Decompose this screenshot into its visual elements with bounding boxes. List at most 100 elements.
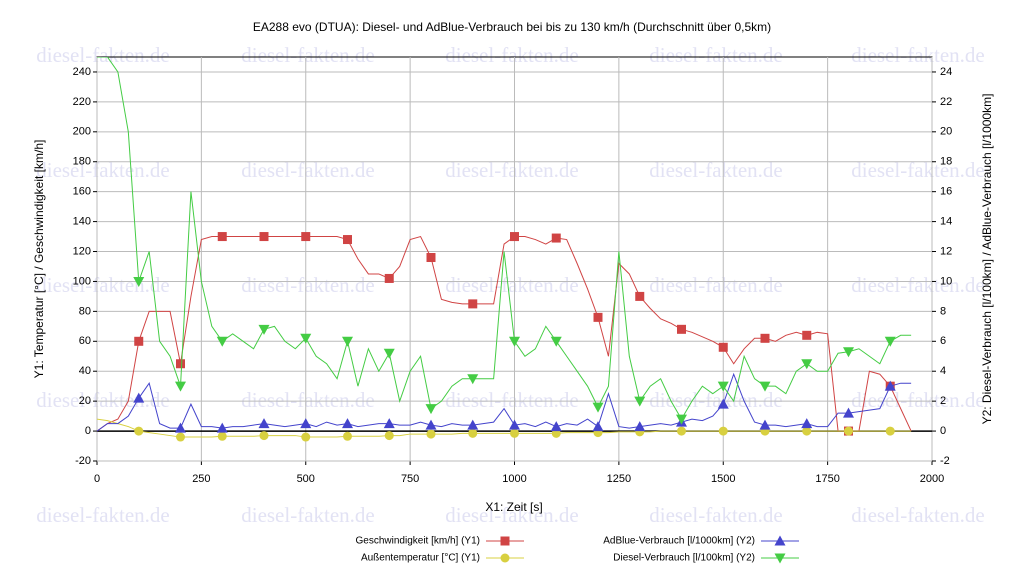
data-point bbox=[676, 414, 687, 425]
plot-series bbox=[97, 57, 912, 442]
data-point bbox=[677, 324, 686, 334]
watermark: diesel-fakten.de bbox=[445, 273, 579, 297]
watermark: diesel-fakten.de bbox=[445, 503, 579, 527]
data-point bbox=[258, 418, 270, 429]
data-point bbox=[176, 359, 185, 369]
data-point bbox=[801, 418, 813, 429]
x-tick-label: 750 bbox=[401, 473, 419, 485]
legend-marker bbox=[774, 553, 786, 564]
y2-tick-label: 16 bbox=[940, 186, 952, 198]
legend-marker bbox=[774, 535, 786, 546]
data-point bbox=[468, 299, 478, 309]
y-tick-label: 220 bbox=[73, 96, 91, 108]
watermark: diesel-fakten.de bbox=[851, 503, 985, 527]
watermark: diesel-fakten.de bbox=[445, 388, 579, 412]
y-tick-label: 20 bbox=[79, 395, 91, 407]
y-tick-label: 160 bbox=[73, 186, 91, 198]
y2-tick-label: 10 bbox=[940, 275, 952, 287]
data-point bbox=[133, 392, 145, 403]
data-point bbox=[884, 336, 896, 347]
data-point bbox=[635, 291, 645, 301]
data-point bbox=[343, 235, 352, 245]
y2-tick-label: 22 bbox=[940, 96, 952, 108]
data-point bbox=[301, 232, 311, 242]
y2-tick-label: 20 bbox=[940, 126, 952, 138]
data-point bbox=[175, 381, 186, 392]
data-point bbox=[592, 402, 604, 413]
y-tick-label: 240 bbox=[73, 66, 91, 78]
x-tick-label: 2000 bbox=[920, 473, 944, 485]
data-point bbox=[801, 359, 813, 370]
watermark: diesel-fakten.de bbox=[445, 43, 579, 67]
data-point bbox=[426, 253, 436, 263]
series-line bbox=[97, 57, 912, 421]
data-point bbox=[468, 428, 478, 438]
data-point bbox=[509, 419, 520, 430]
data-point bbox=[425, 404, 437, 415]
watermark: diesel-fakten.de bbox=[649, 273, 783, 297]
y2-tick-label: 12 bbox=[940, 245, 952, 257]
x-axis-label: X1: Zeit [s] bbox=[485, 500, 542, 514]
y-tick-label: -20 bbox=[75, 455, 91, 467]
x-tick-label: 1750 bbox=[815, 473, 839, 485]
y-tick-label: 60 bbox=[79, 335, 91, 347]
data-point bbox=[718, 426, 728, 436]
data-point bbox=[550, 421, 562, 432]
data-point bbox=[258, 324, 270, 335]
watermark: diesel-fakten.de bbox=[851, 388, 985, 412]
data-point bbox=[593, 312, 603, 322]
data-point bbox=[342, 418, 353, 429]
data-point bbox=[634, 396, 646, 407]
legend-label: Diesel-Verbrauch [l/100km] (Y2) bbox=[613, 553, 755, 564]
data-point bbox=[133, 276, 145, 287]
legend-label: AdBlue-Verbrauch [l/1000km] (Y2) bbox=[603, 536, 755, 547]
data-point bbox=[425, 419, 437, 430]
y2-tick-label: 6 bbox=[940, 335, 946, 347]
data-point bbox=[718, 342, 728, 352]
data-point bbox=[383, 418, 395, 429]
data-point bbox=[884, 380, 896, 391]
y-axis-label: Y1: Temperatur [°C] / Geschwindigkeit [k… bbox=[32, 140, 46, 379]
legend-marker bbox=[500, 553, 510, 563]
data-point bbox=[717, 398, 729, 409]
y-tick-label: 200 bbox=[73, 126, 91, 138]
y2-tick-label: 4 bbox=[940, 365, 946, 377]
x-tick-label: 1000 bbox=[502, 473, 526, 485]
data-point bbox=[217, 431, 227, 441]
data-point bbox=[843, 407, 854, 418]
data-point bbox=[343, 431, 352, 441]
watermark: diesel-fakten.de bbox=[36, 388, 170, 412]
data-point bbox=[760, 333, 770, 343]
data-point bbox=[510, 232, 519, 242]
y2-tick-label: 8 bbox=[940, 305, 946, 317]
series-line bbox=[97, 235, 912, 432]
data-point bbox=[426, 429, 436, 439]
y-tick-label: 120 bbox=[73, 245, 91, 257]
data-point bbox=[384, 431, 394, 441]
watermark: diesel-fakten.de bbox=[241, 388, 375, 412]
data-point bbox=[301, 432, 311, 442]
y2-tick-label: 0 bbox=[940, 425, 946, 437]
watermark: diesel-fakten.de bbox=[241, 273, 375, 297]
y2-tick-label: 18 bbox=[940, 156, 952, 168]
x-tick-label: 0 bbox=[94, 473, 100, 485]
data-point bbox=[342, 336, 353, 347]
data-point bbox=[467, 419, 479, 430]
data-point bbox=[843, 347, 854, 358]
data-point bbox=[300, 333, 312, 344]
y2-tick-label: -2 bbox=[940, 455, 950, 467]
data-point bbox=[217, 232, 227, 242]
y2-tick-label: 24 bbox=[940, 66, 952, 78]
watermark: diesel-fakten.de bbox=[851, 43, 985, 67]
data-point bbox=[550, 336, 562, 347]
series-line bbox=[97, 372, 912, 432]
x-tick-label: 1250 bbox=[607, 473, 631, 485]
y-tick-label: 40 bbox=[79, 365, 91, 377]
y-tick-label: 0 bbox=[85, 425, 91, 437]
y-tick-label: 140 bbox=[73, 215, 91, 227]
data-point bbox=[216, 422, 228, 433]
data-point bbox=[509, 336, 520, 347]
x-tick-label: 1500 bbox=[711, 473, 735, 485]
watermark: diesel-fakten.de bbox=[241, 43, 375, 67]
